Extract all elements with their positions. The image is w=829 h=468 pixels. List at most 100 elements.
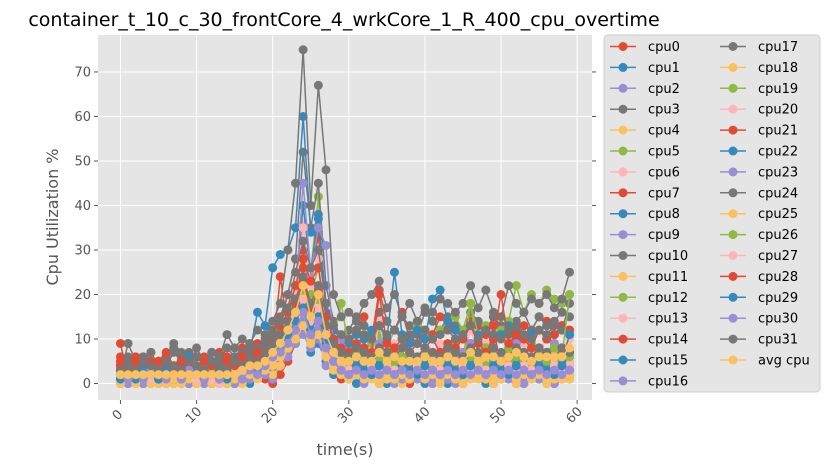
data-point-cpu17 — [534, 298, 544, 308]
data-point-cpu24 — [405, 330, 415, 340]
data-point-cpu30 — [526, 370, 536, 380]
legend-marker — [618, 167, 628, 177]
legend-entry-cpu28: cpu28 — [720, 270, 798, 285]
legend-marker — [728, 42, 738, 51]
data-point-cpu31 — [230, 356, 240, 366]
legend-label: cpu25 — [758, 207, 798, 222]
data-point-avg-cpu — [526, 356, 536, 366]
legend-entry-cpu0: cpu0 — [610, 40, 680, 55]
data-point-cpu31 — [214, 361, 224, 371]
legend-label: cpu27 — [758, 249, 798, 264]
data-point-cpu29 — [420, 361, 430, 371]
data-point-avg-cpu — [412, 356, 422, 366]
data-point-cpu30 — [329, 356, 339, 366]
data-point-cpu30 — [359, 370, 369, 380]
data-point-cpu12 — [336, 298, 346, 308]
data-point-cpu17 — [496, 312, 506, 322]
legend-box — [603, 34, 821, 393]
legend-entry-cpu30: cpu30 — [720, 312, 798, 327]
data-point-cpu28 — [199, 356, 209, 366]
data-point-cpu30 — [443, 365, 453, 375]
data-point-cpu30 — [534, 365, 544, 375]
data-point-cpu31 — [397, 343, 407, 353]
data-point-cpu24 — [336, 330, 346, 340]
data-point-cpu17 — [435, 294, 445, 304]
data-point-cpu21 — [496, 290, 506, 300]
data-point-cpu17 — [306, 200, 316, 210]
data-point-cpu30 — [450, 370, 460, 380]
legend-entry-cpu15: cpu15 — [610, 354, 688, 369]
data-point-cpu24 — [504, 325, 514, 335]
data-point-avg-cpu — [549, 352, 559, 362]
legend-entry-cpu23: cpu23 — [720, 165, 798, 180]
data-point-avg-cpu — [557, 352, 567, 362]
data-point-cpu30 — [321, 343, 331, 353]
legend-label: cpu26 — [758, 228, 798, 243]
data-point-cpu31 — [420, 343, 430, 353]
y-tick-label: 40 — [74, 199, 91, 214]
y-tick-label: 60 — [74, 110, 91, 125]
data-point-cpu24 — [382, 330, 392, 340]
data-point-cpu17 — [146, 347, 156, 357]
data-point-cpu17 — [359, 298, 369, 308]
data-point-cpu17 — [473, 303, 483, 313]
data-point-cpu31 — [534, 343, 544, 353]
legend-label: cpu7 — [648, 186, 680, 201]
data-point-cpu30 — [291, 325, 301, 335]
data-point-cpu15 — [443, 316, 453, 326]
data-point-cpu17 — [275, 298, 285, 308]
legend-entry-cpu10: cpu10 — [610, 249, 688, 264]
data-point-cpu31 — [557, 343, 567, 353]
data-point-cpu15 — [252, 307, 262, 317]
data-point-avg-cpu — [504, 352, 514, 362]
legend-label: cpu29 — [758, 291, 798, 306]
data-point-cpu24 — [412, 338, 422, 348]
data-point-cpu24 — [458, 330, 468, 340]
legend-entry-cpu16: cpu16 — [610, 374, 688, 389]
data-point-avg-cpu — [466, 347, 476, 357]
data-point-cpu30 — [519, 365, 529, 375]
data-point-cpu10 — [428, 316, 438, 326]
data-point-cpu24 — [207, 347, 217, 357]
x-tick-label: 50 — [487, 404, 509, 426]
legend-entry-cpu27: cpu27 — [720, 249, 798, 264]
data-point-cpu21 — [511, 330, 521, 340]
data-point-avg-cpu — [458, 356, 468, 366]
data-point-cpu17 — [504, 281, 514, 291]
data-point-cpu24 — [291, 267, 301, 277]
data-point-cpu30 — [405, 370, 415, 380]
data-point-cpu17 — [321, 165, 331, 175]
data-point-cpu17 — [557, 294, 567, 304]
data-point-cpu17 — [344, 307, 354, 317]
data-point-avg-cpu — [192, 370, 202, 380]
data-point-cpu22 — [565, 330, 575, 340]
legend-marker — [618, 230, 628, 240]
data-point-cpu4 — [268, 370, 278, 380]
data-point-cpu31 — [184, 356, 194, 366]
data-point-cpu30 — [298, 307, 308, 317]
data-point-cpu17 — [222, 330, 232, 340]
data-point-avg-cpu — [207, 370, 217, 380]
data-point-avg-cpu — [389, 352, 399, 362]
data-point-avg-cpu — [344, 356, 354, 366]
data-point-avg-cpu — [313, 290, 323, 300]
data-point-cpu17 — [374, 276, 384, 286]
data-point-cpu31 — [146, 361, 156, 371]
data-point-cpu30 — [306, 330, 316, 340]
data-point-avg-cpu — [214, 370, 224, 380]
data-point-cpu24 — [313, 245, 323, 255]
data-point-cpu15 — [275, 249, 285, 259]
legend-label: cpu20 — [758, 103, 798, 118]
x-tick-label: 10 — [183, 404, 205, 426]
data-point-cpu17 — [412, 316, 422, 326]
data-point-cpu31 — [473, 347, 483, 357]
legend-marker — [618, 125, 628, 135]
y-tick-label: 10 — [74, 333, 91, 348]
data-point-cpu24 — [329, 321, 339, 331]
data-point-cpu28 — [154, 356, 164, 366]
data-point-cpu17 — [268, 316, 278, 326]
data-point-cpu17 — [351, 316, 361, 326]
legend-marker — [728, 146, 738, 156]
data-point-cpu31 — [359, 347, 369, 357]
data-point-cpu30 — [374, 370, 384, 380]
